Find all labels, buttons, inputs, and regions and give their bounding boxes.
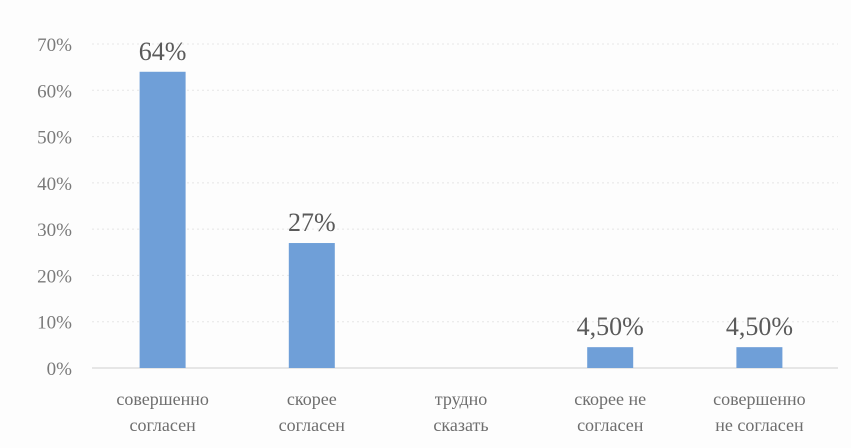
y-tick-label: 40%	[37, 174, 72, 195]
data-label: 64%	[139, 37, 187, 66]
x-tick-label: совершенно не согласен	[713, 389, 806, 435]
y-tick-label: 50%	[37, 128, 72, 149]
x-axis-ticks: совершенно согласен скорее согласен трудно ск…	[116, 389, 805, 435]
y-tick-label: 30%	[37, 220, 72, 241]
data-label: 27%	[288, 208, 336, 237]
bar	[139, 71, 186, 369]
y-axis-ticks: 0% 10% 20% 30% 40% 50% 60% 70%	[37, 35, 72, 380]
y-tick-label: 70%	[37, 35, 72, 56]
x-tick-label: скорее не согласен	[574, 389, 646, 435]
y-tick-label: 10%	[37, 313, 72, 334]
x-tick-label: совершенно согласен	[116, 389, 209, 435]
gridlines	[92, 43, 838, 369]
data-label: 4,50%	[577, 312, 644, 341]
y-tick-label: 20%	[37, 266, 72, 287]
data-label: 4,50%	[726, 312, 793, 341]
bars	[139, 71, 783, 369]
y-tick-label: 0%	[47, 359, 73, 380]
y-tick-label: 60%	[37, 81, 72, 102]
data-labels: 64% 27% 4,50% 4,50%	[139, 37, 793, 341]
bar	[587, 347, 634, 368]
x-tick-label: трудно сказать	[433, 389, 488, 435]
x-tick-label: скорее согласен	[279, 389, 346, 435]
bar	[736, 347, 783, 368]
bar	[288, 243, 335, 368]
